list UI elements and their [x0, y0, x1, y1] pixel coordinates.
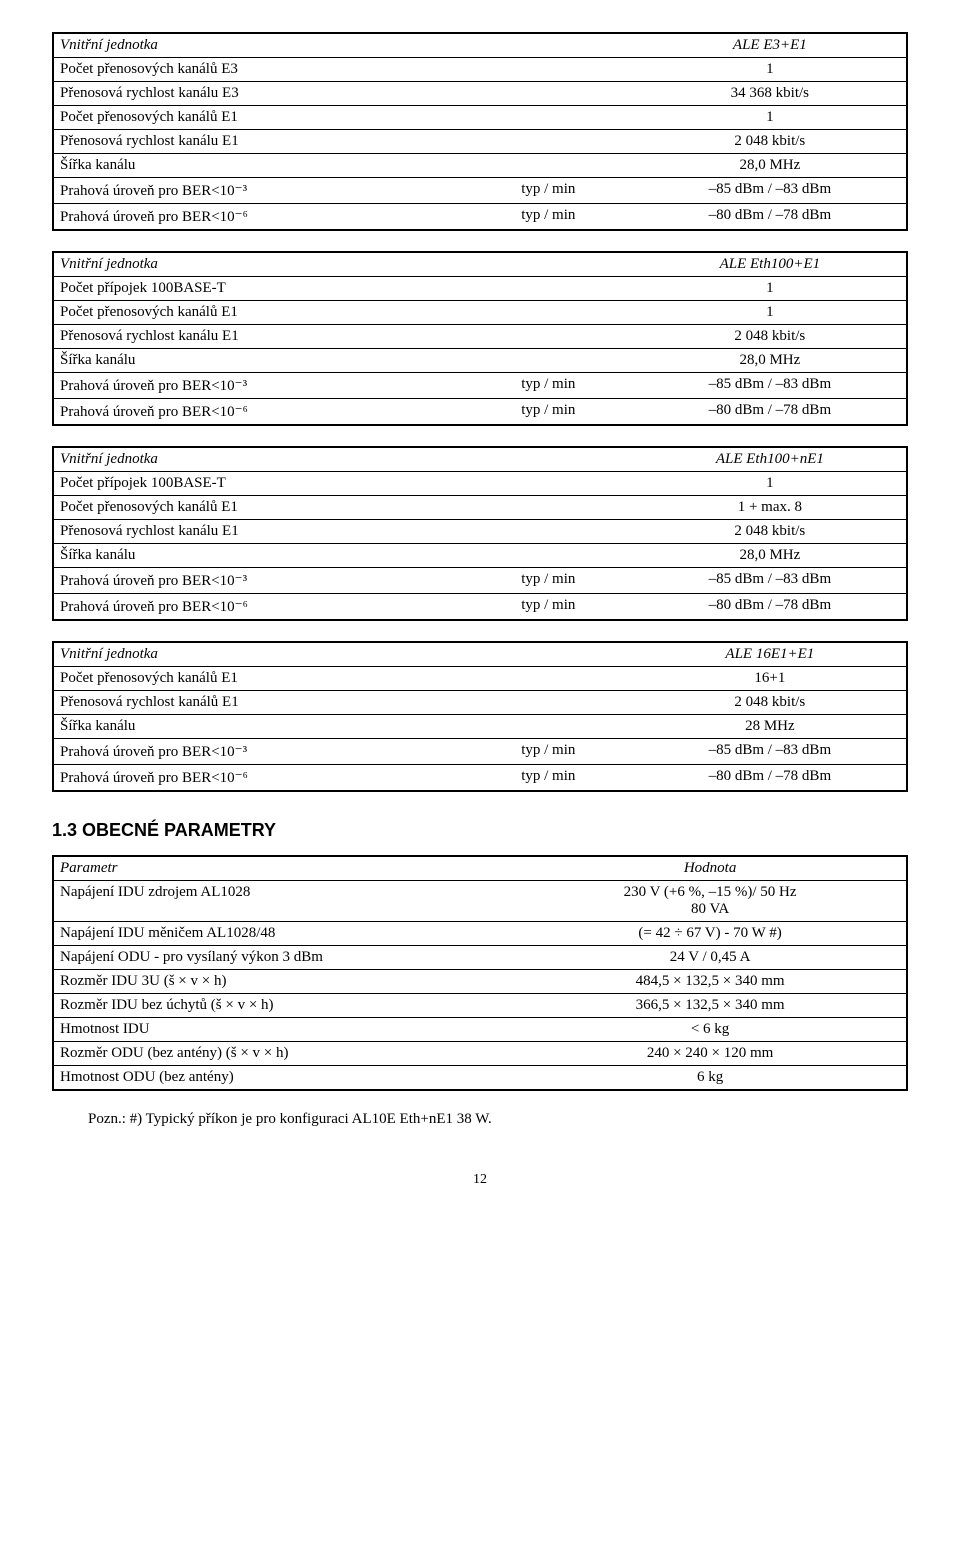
table-header-right: ALE Eth100+nE1: [634, 447, 907, 472]
spec-table-3: Vnitřní jednotka ALE Eth100+nE1 Počet př…: [52, 446, 908, 621]
table-header-left: Parametr: [53, 856, 514, 881]
footnote-text: Pozn.: #) Typický příkon je pro konfigur…: [88, 1111, 908, 1128]
spec-table-4: Vnitřní jednotka ALE 16E1+E1 Počet přeno…: [52, 641, 908, 792]
spec-table-params: Parametr Hodnota Napájení IDU zdrojem AL…: [52, 855, 908, 1091]
table-header-right: ALE 16E1+E1: [634, 642, 907, 667]
table-header-right: ALE E3+E1: [634, 33, 907, 58]
table-header-left: Vnitřní jednotka: [53, 447, 463, 472]
table-header-left: Vnitřní jednotka: [53, 642, 463, 667]
table-header-right: Hodnota: [514, 856, 907, 881]
table-header-left: Vnitřní jednotka: [53, 33, 463, 58]
spec-table-1: Vnitřní jednotka ALE E3+E1 Počet přenoso…: [52, 32, 908, 231]
page-number: 12: [52, 1172, 908, 1188]
table-header-right: ALE Eth100+E1: [634, 252, 907, 277]
section-heading: 1.3 OBECNÉ PARAMETRY: [52, 820, 908, 841]
spec-table-2: Vnitřní jednotka ALE Eth100+E1 Počet pří…: [52, 251, 908, 426]
table-header-left: Vnitřní jednotka: [53, 252, 463, 277]
